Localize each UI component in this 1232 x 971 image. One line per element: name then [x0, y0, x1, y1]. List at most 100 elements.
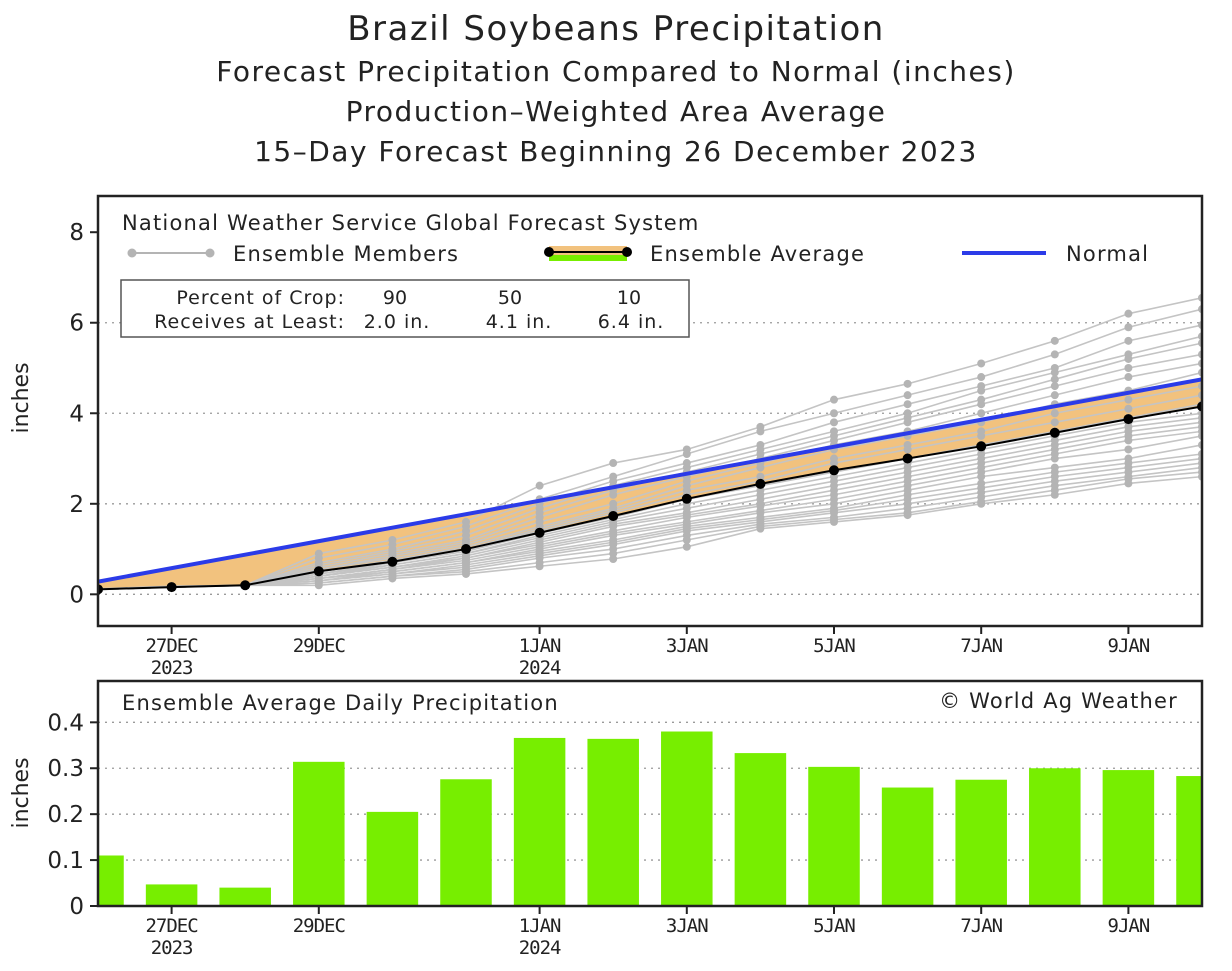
top-y-tick-label: 0 [69, 582, 84, 608]
ensemble-member-point [1124, 354, 1133, 363]
bottom-x-tick-label: 1JAN [519, 915, 561, 937]
daily-precip-bar [587, 738, 639, 906]
legend-average: Ensemble Average [544, 242, 865, 266]
ensemble-member-point [388, 574, 397, 583]
legend-members-label: Ensemble Members [233, 242, 459, 266]
bottom-y-tick-label: 0.1 [47, 848, 84, 874]
ensemble-member-line [98, 444, 1202, 591]
ensemble-member-point [1050, 418, 1059, 427]
ensemble-member-line [98, 324, 1202, 591]
ensemble-member-line [98, 308, 1202, 590]
ensemble-member-point [535, 562, 544, 571]
crop-row2-label: Receives at Least: [154, 311, 345, 333]
chart-subtitle-1: Forecast Precipitation Compared to Norma… [216, 55, 1016, 88]
ensemble-member-point [1050, 336, 1059, 345]
legend-members-dot-left [127, 248, 137, 258]
ensemble-member-point [1124, 395, 1133, 404]
daily-precip-bar [734, 753, 787, 906]
ensemble-member-line [98, 335, 1202, 591]
crop-percent-box: Percent of Crop: Receives at Least: 90 5… [120, 279, 690, 338]
daily-precip-bar [881, 787, 934, 906]
top-y-tick-label: 2 [69, 492, 84, 518]
top-x-tick-label: 5JAN [813, 635, 855, 657]
chart-subtitle-3: 15–Day Forecast Beginning 26 December 20… [254, 135, 978, 168]
ensemble-member-point [830, 409, 838, 418]
ensemble-member-point [977, 359, 986, 368]
ensemble-member-point [682, 536, 691, 544]
ensemble-average-point [1049, 427, 1060, 438]
ensemble-member-point [977, 409, 986, 418]
normal-line [98, 377, 1202, 584]
top-y-axis-label: inches [9, 362, 34, 433]
crop-amount-50: 4.1 in. [486, 311, 553, 333]
crop-amount-90: 2.0 in. [364, 311, 431, 333]
bottom-y-tick-label: 0.4 [47, 710, 84, 736]
ensemble-member-point [903, 511, 912, 520]
ensemble-member-point [756, 427, 765, 436]
credit-label: © World Ag Weather [939, 689, 1178, 713]
ensemble-member-point [682, 450, 691, 458]
model-label: National Weather Service Global Forecast… [122, 211, 699, 235]
ensemble-member-point [609, 490, 618, 499]
ensemble-member-point [830, 459, 838, 468]
ensemble-member-point [314, 581, 323, 590]
ensemble-member-line [98, 412, 1202, 591]
ensemble-average-point [461, 544, 471, 555]
ensemble-member-point [1124, 323, 1133, 332]
ensemble-average-point [755, 478, 766, 489]
ensemble-member-point [1124, 336, 1133, 345]
legend-members-dot-right [205, 248, 215, 258]
ensemble-member-point [977, 431, 986, 440]
bottom-x-tick-label: 3JAN [666, 915, 708, 937]
bottom-x-tick-label: 9JAN [1108, 915, 1150, 937]
daily-precip-bar [955, 779, 1007, 906]
legend-average-label: Ensemble Average [650, 242, 865, 266]
daily-precip-bar [219, 887, 271, 906]
legend-normal-label: Normal [1066, 242, 1149, 266]
ensemble-member-point [1050, 490, 1059, 499]
ensemble-member-point [756, 463, 765, 472]
ensemble-average-point [902, 453, 913, 464]
ensemble-member-point [756, 524, 765, 533]
daily-precip-bar [1176, 776, 1202, 906]
ensemble-member-line [98, 471, 1202, 591]
title-block: Brazil Soybeans Precipitation Forecast P… [0, 6, 1232, 172]
daily-precip-bar [145, 884, 198, 906]
top-plot-frame [96, 194, 1204, 628]
ensemble-member-point [609, 459, 618, 468]
bottom-y-axis: 0 0.1 0.2 0.3 0.4 [47, 710, 98, 920]
daily-precip-bar [808, 766, 860, 906]
ensemble-average-group [98, 401, 1202, 595]
bottom-x-tick-label: 27DEC [145, 915, 197, 937]
daily-precip-bar [661, 731, 713, 906]
ensemble-average-point [681, 493, 692, 504]
top-x-tick-label: 29DEC [293, 635, 345, 657]
top-y-axis: 0 2 4 6 8 [69, 220, 98, 608]
legend-members: Ensemble Members [127, 242, 459, 266]
legend-green-swatch [549, 255, 627, 261]
ensemble-member-point [1050, 375, 1059, 384]
crop-box-frame [120, 279, 690, 338]
ensemble-member-point [1050, 350, 1059, 359]
ensemble-member-point [1050, 368, 1059, 377]
daily-precip-bar [366, 811, 419, 906]
ensemble-member-point [903, 379, 912, 388]
crop-amount-10: 6.4 in. [598, 311, 665, 333]
ensemble-member-point [609, 555, 618, 564]
ensemble-member-point [535, 481, 544, 490]
crop-row1-label: Percent of Crop: [176, 287, 345, 309]
ensemble-average-line [98, 405, 1202, 591]
top-x-tick-label: 9JAN [1108, 635, 1150, 657]
legend-average-dot-right [622, 247, 632, 257]
ensemble-member-point [1124, 373, 1133, 382]
ensemble-average-point [608, 511, 619, 522]
ensemble-member-point [903, 400, 912, 409]
ensemble-member-line [98, 462, 1202, 591]
ensemble-average-point [313, 566, 324, 577]
ensemble-member-point [1124, 436, 1133, 445]
ensemble-average-point [387, 556, 398, 567]
ensemble-member-point [1124, 479, 1133, 488]
ensemble-member-point [1050, 391, 1059, 400]
ensemble-member-point [903, 418, 912, 427]
bottom-y-tick-label: 0.2 [47, 802, 84, 828]
